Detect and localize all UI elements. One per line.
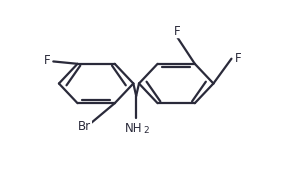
Text: Br: Br <box>78 120 91 133</box>
Text: F: F <box>44 54 51 67</box>
Text: F: F <box>235 52 242 65</box>
Text: F: F <box>174 25 181 38</box>
Text: 2: 2 <box>143 125 148 135</box>
Text: NH: NH <box>125 122 143 135</box>
